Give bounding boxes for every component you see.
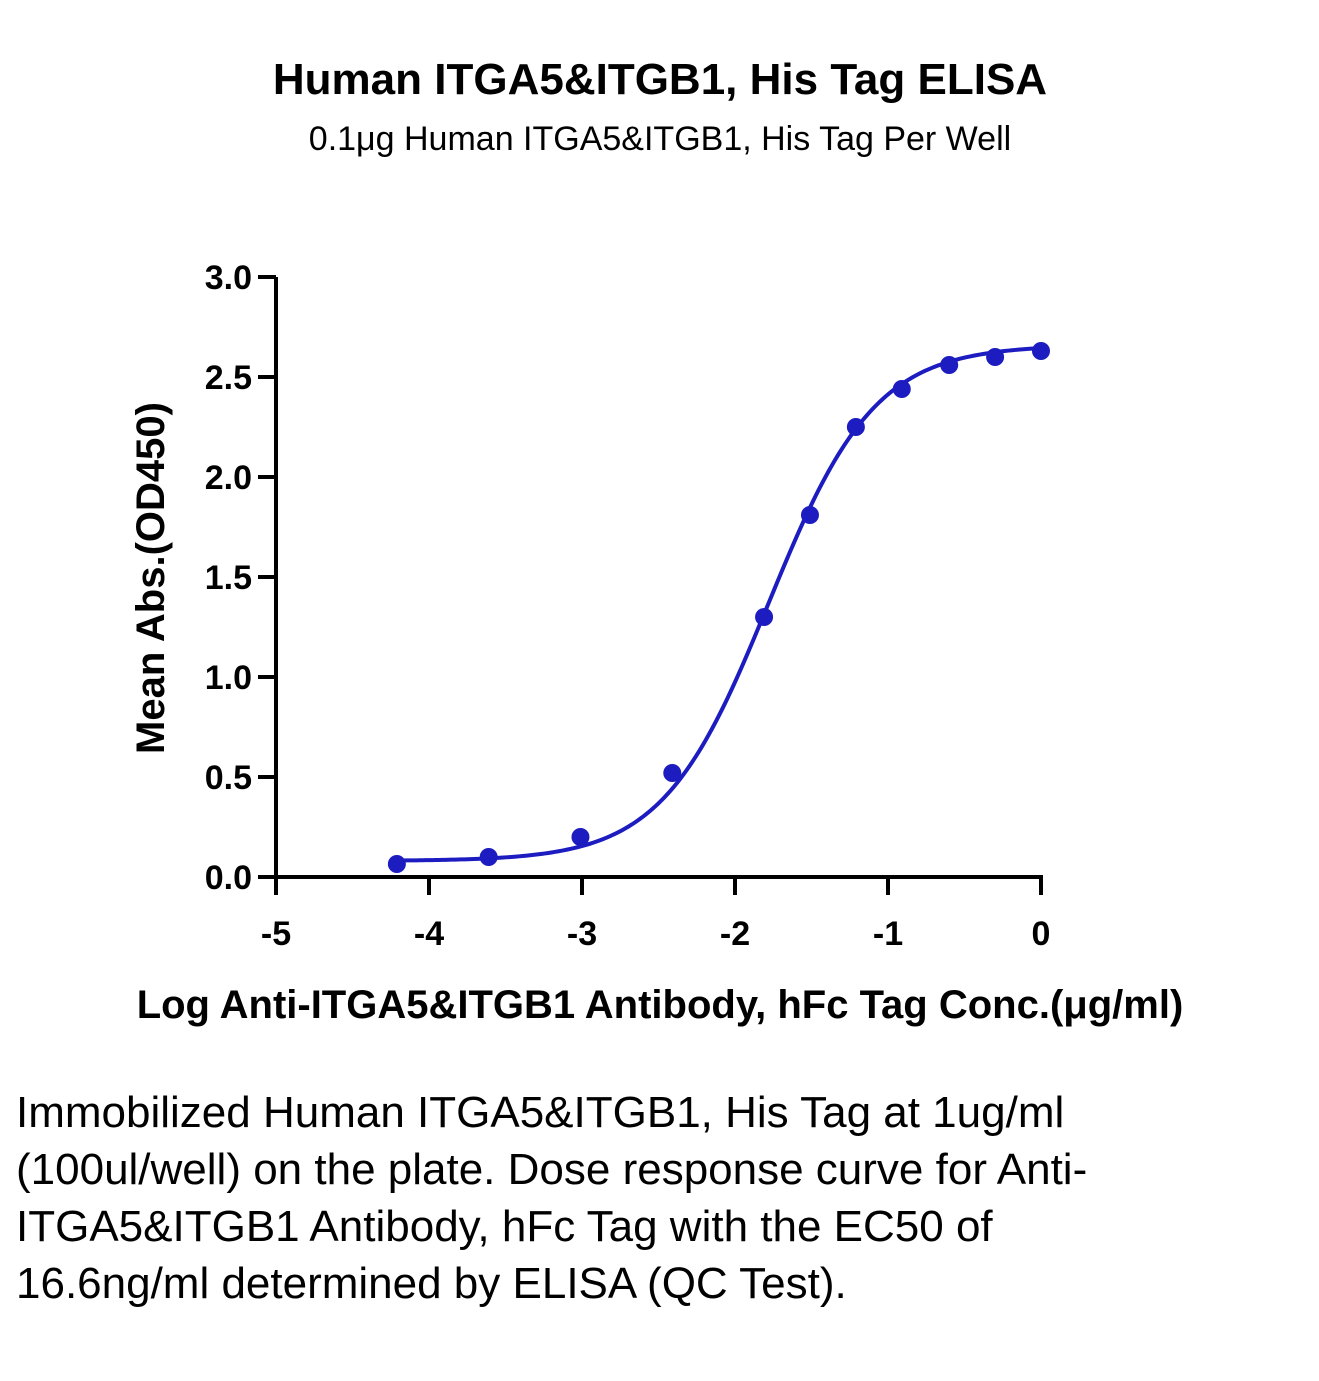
- x-tick-label: -4: [414, 915, 444, 953]
- data-point: [846, 418, 865, 436]
- chart-title: Human ITGA5&ITGB1, His Tag ELISA: [273, 55, 1047, 104]
- y-tick-label: 0.5: [205, 759, 252, 797]
- x-tick-label: -2: [720, 915, 750, 953]
- data-point: [800, 506, 819, 524]
- y-tick-label: 2.0: [205, 459, 252, 497]
- chart-subtitle: 0.1μg Human ITGA5&ITGB1, His Tag Per Wel…: [309, 120, 1011, 158]
- x-tick-label: 0: [1032, 915, 1051, 953]
- y-tick-label: 0.0: [205, 859, 252, 897]
- data-point: [387, 855, 406, 873]
- data-point: [571, 828, 590, 846]
- data-point: [940, 356, 959, 374]
- y-tick-label: 2.5: [205, 359, 252, 397]
- x-axis-ticks: -5 -4 -3 -2 -1 0: [261, 877, 1051, 953]
- axes: [274, 277, 1043, 879]
- x-axis-label: Log Anti-ITGA5&ITGB1 Antibody, hFc Tag C…: [137, 983, 1184, 1027]
- data-points: [387, 342, 1050, 873]
- data-point: [892, 380, 911, 398]
- elisa-chart: Human ITGA5&ITGB1, His Tag ELISA 0.1μg H…: [129, 55, 1184, 1027]
- fit-curve-group: [396, 346, 1042, 863]
- y-tick-label: 1.5: [205, 559, 252, 597]
- y-axis-label: Mean Abs.(OD450): [129, 402, 173, 754]
- x-tick-label: -1: [873, 915, 903, 953]
- y-tick-label: 3.0: [205, 259, 252, 297]
- x-tick-label: -5: [261, 915, 291, 953]
- data-point: [1032, 342, 1050, 360]
- fit-curve: [396, 346, 1042, 863]
- figure-caption: Immobilized Human ITGA5&ITGB1, His Tag a…: [16, 1088, 1088, 1308]
- data-point: [663, 764, 682, 782]
- y-axis-ticks: 0.0 0.5 1.0 1.5 2.0 2.5 3.0: [205, 259, 276, 897]
- x-tick-label: -3: [567, 915, 597, 953]
- data-point: [479, 848, 498, 866]
- data-point: [755, 608, 774, 626]
- y-tick-label: 1.0: [205, 659, 252, 697]
- data-point: [986, 348, 1005, 366]
